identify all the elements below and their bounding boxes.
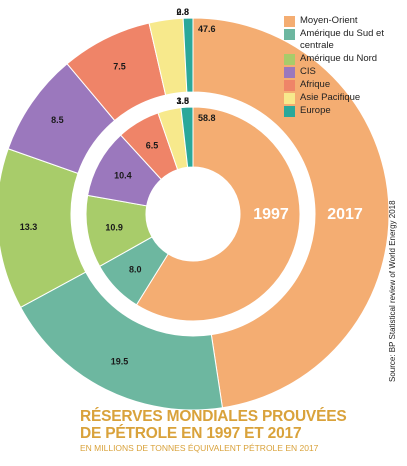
segment-labels: 58.8 8.0 10.9 10.4 6.5 3.51.8 47.6 19.5 13.3 8.5 7… [20,7,216,367]
legend-swatch [284,106,295,117]
inner-value-label-afrique: 6.5 [146,140,159,150]
inner-value-label-amerique-du-sud-et-centrale: 8.0 [129,264,142,274]
legend-label: CIS [300,66,316,77]
legend-item-asie-pacifique: Asie Pacifique [284,92,402,104]
legend-label: Amérique du Nord [300,53,378,64]
legend-swatch [284,80,295,91]
legend-item-moyen-orient: Moyen-Orient [284,15,402,27]
outer-value-label-moyen-orient: 47.6 [198,24,216,34]
inner-slice-moyen-orient [135,106,301,322]
title-block: RÉSERVES MONDIALES PROUVÉES DE PÉTROLE E… [80,408,347,453]
inner-value-label-amerique-du-nord: 10.9 [105,222,123,232]
outer-value-label-europe: 0.8 [176,7,189,17]
legend-label: Asie Pacifique [300,92,361,103]
outer-ring-2017 [0,17,390,411]
legend-item-amerique-nord: Amérique du Nord [284,53,402,65]
outer-value-label-cis: 8.5 [51,115,64,125]
legend-swatch [284,67,295,78]
inner-value-label-cis: 10.4 [114,171,132,181]
outer-value-label-amerique-du-sud-et-centrale: 19.5 [111,357,129,367]
chart-title-line-2: DE PÉTROLE EN 1997 ET 2017 [80,425,302,442]
outer-slice-moyen-orient [192,17,390,409]
inner-slice-europe [180,106,194,168]
inner-ring-1997 [85,106,301,322]
chart-subtitle: EN MILLIONS DE TONNES ÉQUIVALENT PÉTROLE… [80,443,319,453]
outer-value-label-afrique: 7.5 [113,61,126,71]
legend-item-afrique: Afrique [284,79,402,91]
inner-value-label-moyen-orient: 58.8 [198,113,216,123]
inner-value-label-europe: 1.8 [176,96,189,106]
legend-label: Europe [300,105,331,116]
outer-slice-europe [182,17,194,93]
legend-item-amerique-sud: Amérique du Sud et centrale [284,28,402,52]
legend-swatch [284,93,295,104]
outer-value-label-asie-pacifique: 2.8 [176,7,189,17]
legend-label: Moyen-Orient [300,15,358,26]
legend-swatch [284,54,295,65]
legend-item-europe: Europe [284,105,402,117]
inner-year-label: 1997 [253,206,289,223]
legend-label: Amérique du Sud et centrale [300,28,384,51]
chart-title-line-1: RÉSERVES MONDIALES PROUVÉES [80,408,347,425]
outer-value-label-amerique-du-nord: 13.3 [20,222,38,232]
legend: Moyen-Orient Amérique du Sud et centrale… [284,15,402,118]
legend-item-cis: CIS [284,66,402,78]
legend-swatch [284,16,295,27]
legend-label: Afrique [300,79,331,90]
legend-swatch [284,29,295,40]
source-note: Source: BP Statistical review of World E… [388,200,397,382]
outer-year-label: 2017 [327,206,363,223]
inner-value-label-asie-pacifique: 3.5 [176,96,189,106]
